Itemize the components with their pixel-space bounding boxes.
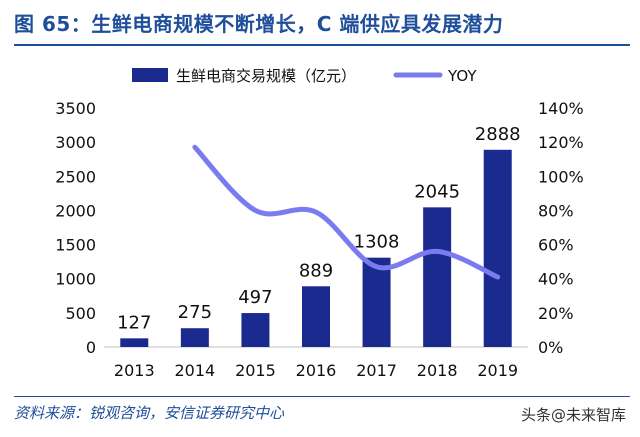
bar-series: [120, 149, 512, 347]
right-tick-label: 20%: [538, 304, 574, 323]
source-note: 资料来源：锐观咨询，安信证券研究中心: [14, 404, 285, 422]
left-tick-label: 0: [86, 338, 96, 357]
bar-value-label: 1308: [354, 232, 400, 253]
x-tick-label: 2017: [356, 361, 397, 380]
legend-bar-swatch: [132, 68, 168, 82]
legend-line-label: YOY: [447, 67, 477, 85]
x-tick-label: 2016: [296, 361, 337, 380]
right-tick-label: 140%: [538, 99, 584, 118]
bar-value-label: 2045: [414, 181, 460, 202]
left-tick-label: 1000: [55, 270, 96, 289]
yoy-line-series: [192, 144, 501, 280]
footer-divider: [14, 396, 630, 397]
left-tick-label: 500: [65, 304, 96, 323]
bar-value-label: 889: [299, 260, 333, 281]
bar: [302, 286, 330, 347]
x-tick-label: 2013: [114, 361, 155, 380]
right-tick-label: 60%: [538, 236, 574, 255]
left-tick-label: 3000: [55, 133, 96, 152]
right-tick-label: 80%: [538, 201, 574, 220]
left-tick-label: 2500: [55, 167, 96, 186]
bar: [483, 149, 512, 347]
right-tick-label: 0%: [538, 338, 563, 357]
bar: [180, 328, 209, 347]
x-axis-ticks: 2013 2014 2015 2016 2017 2018 2019: [114, 361, 518, 380]
bar-value-label: 127: [117, 312, 151, 333]
bar-value-label: 275: [178, 302, 212, 323]
watermark: 头条@未来智库: [520, 406, 626, 424]
bar-value-label: 497: [238, 287, 272, 308]
title-divider: [14, 44, 630, 46]
x-tick-label: 2014: [174, 361, 215, 380]
page-title: 图 65：生鲜电商规模不断增长，C 端供应具发展潜力: [14, 12, 504, 36]
yoy-line: [192, 144, 501, 280]
x-tick-label: 2015: [235, 361, 276, 380]
left-axis-ticks: 0 500 1000 1500 2000 2500 3000 3500: [55, 99, 96, 357]
right-tick-label: 40%: [538, 270, 574, 289]
bar-value-label: 2888: [475, 124, 521, 145]
x-tick-label: 2019: [477, 361, 518, 380]
bar: [120, 338, 149, 347]
left-tick-label: 3500: [55, 99, 96, 118]
right-tick-label: 120%: [538, 133, 584, 152]
x-tick-label: 2018: [417, 361, 458, 380]
left-tick-label: 2000: [55, 201, 96, 220]
right-axis-ticks: 0% 20% 40% 60% 80% 100% 120% 140%: [538, 99, 584, 357]
right-tick-label: 100%: [538, 167, 584, 186]
left-tick-label: 1500: [55, 236, 96, 255]
legend-bar-label: 生鲜电商交易规模（亿元）: [176, 67, 356, 85]
bar: [241, 313, 270, 347]
bar: [362, 257, 391, 347]
legend: 生鲜电商交易规模（亿元） YOY: [132, 67, 477, 85]
bar-value-labels: 127 275 497 889 1308 2045 2888: [117, 124, 521, 334]
bar: [423, 207, 452, 347]
